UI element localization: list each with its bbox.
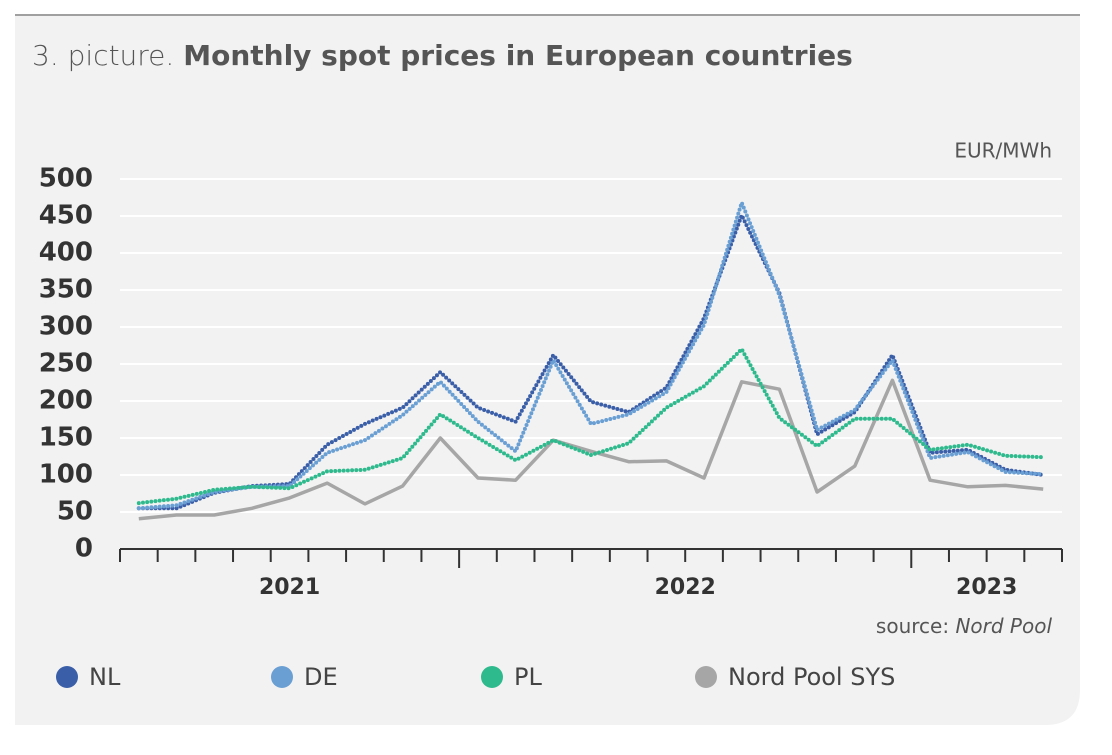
year-label: 2023 bbox=[956, 575, 1017, 600]
legend-label: NL bbox=[89, 663, 121, 691]
source-name: Nord Pool bbox=[955, 614, 1052, 638]
unit-label: EUR/MWh bbox=[954, 139, 1052, 163]
y-tick-label: 400 bbox=[39, 238, 93, 268]
source: source: Nord Pool bbox=[876, 614, 1053, 638]
y-tick-label: 350 bbox=[39, 275, 93, 305]
series-line bbox=[136, 347, 1046, 506]
year-label: 2022 bbox=[655, 575, 716, 600]
y-tick-label: 0 bbox=[75, 534, 93, 564]
legend-label: PL bbox=[514, 663, 542, 691]
legend-swatch bbox=[271, 666, 293, 688]
y-tick-label: 200 bbox=[39, 386, 93, 416]
y-tick-label: 300 bbox=[39, 312, 93, 342]
source-prefix: source: bbox=[876, 614, 949, 638]
y-tick-label: 450 bbox=[39, 201, 93, 231]
y-tick-label: 150 bbox=[39, 423, 93, 453]
y-tick-label: 50 bbox=[57, 497, 93, 527]
y-tick-label: 100 bbox=[39, 460, 93, 490]
title-main: Monthly spot prices in European countrie… bbox=[183, 39, 853, 72]
legend-swatch bbox=[56, 666, 78, 688]
y-tick-label: 500 bbox=[39, 164, 93, 194]
legend-label: Nord Pool SYS bbox=[728, 663, 895, 691]
series-line bbox=[138, 378, 1044, 521]
chart-title: 3. picture. Monthly spot prices in Europ… bbox=[32, 39, 853, 72]
year-label: 2021 bbox=[259, 575, 320, 600]
legend-swatch bbox=[481, 666, 503, 688]
series-line bbox=[136, 200, 1046, 511]
y-tick-label: 250 bbox=[39, 349, 93, 379]
legend-label: DE bbox=[304, 663, 338, 691]
legend-swatch bbox=[695, 666, 717, 688]
title-prefix: 3. picture. bbox=[32, 39, 174, 72]
